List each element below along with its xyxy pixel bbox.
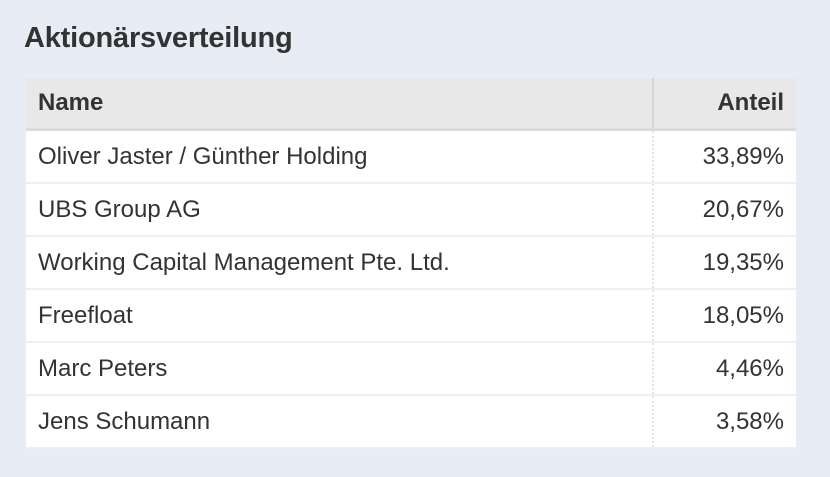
table-row: Jens Schumann 3,58% — [26, 395, 796, 449]
column-header-name[interactable]: Name — [26, 78, 653, 131]
table-header-row: Name Anteil — [26, 78, 796, 131]
shareholder-name: Working Capital Management Pte. Ltd. — [26, 236, 653, 290]
table-row: Working Capital Management Pte. Ltd. 19,3… — [26, 236, 796, 290]
shareholder-share: 3,58% — [652, 395, 796, 449]
shareholder-share: 19,35% — [652, 236, 796, 290]
section-title: Aktionärsverteilung — [24, 22, 293, 54]
shareholder-name: Freefloat — [26, 289, 653, 343]
table-row: Marc Peters 4,46% — [26, 342, 796, 396]
shareholder-share: 18,05% — [652, 289, 796, 343]
shareholder-name: Marc Peters — [26, 342, 653, 396]
shareholder-share: 20,67% — [652, 183, 796, 237]
shareholder-share: 33,89% — [652, 129, 796, 184]
shareholder-name: UBS Group AG — [26, 183, 653, 237]
table-row: Freefloat 18,05% — [26, 289, 796, 343]
shareholder-share: 4,46% — [652, 342, 796, 396]
table-row: Oliver Jaster / Günther Holding 33,89% — [26, 129, 796, 184]
shareholder-name: Oliver Jaster / Günther Holding — [26, 129, 653, 184]
column-header-share[interactable]: Anteil — [652, 78, 796, 131]
shareholder-name: Jens Schumann — [26, 395, 653, 449]
shareholder-table: Name Anteil Oliver Jaster / Günther Hold… — [26, 78, 796, 449]
table-row: UBS Group AG 20,67% — [26, 183, 796, 237]
